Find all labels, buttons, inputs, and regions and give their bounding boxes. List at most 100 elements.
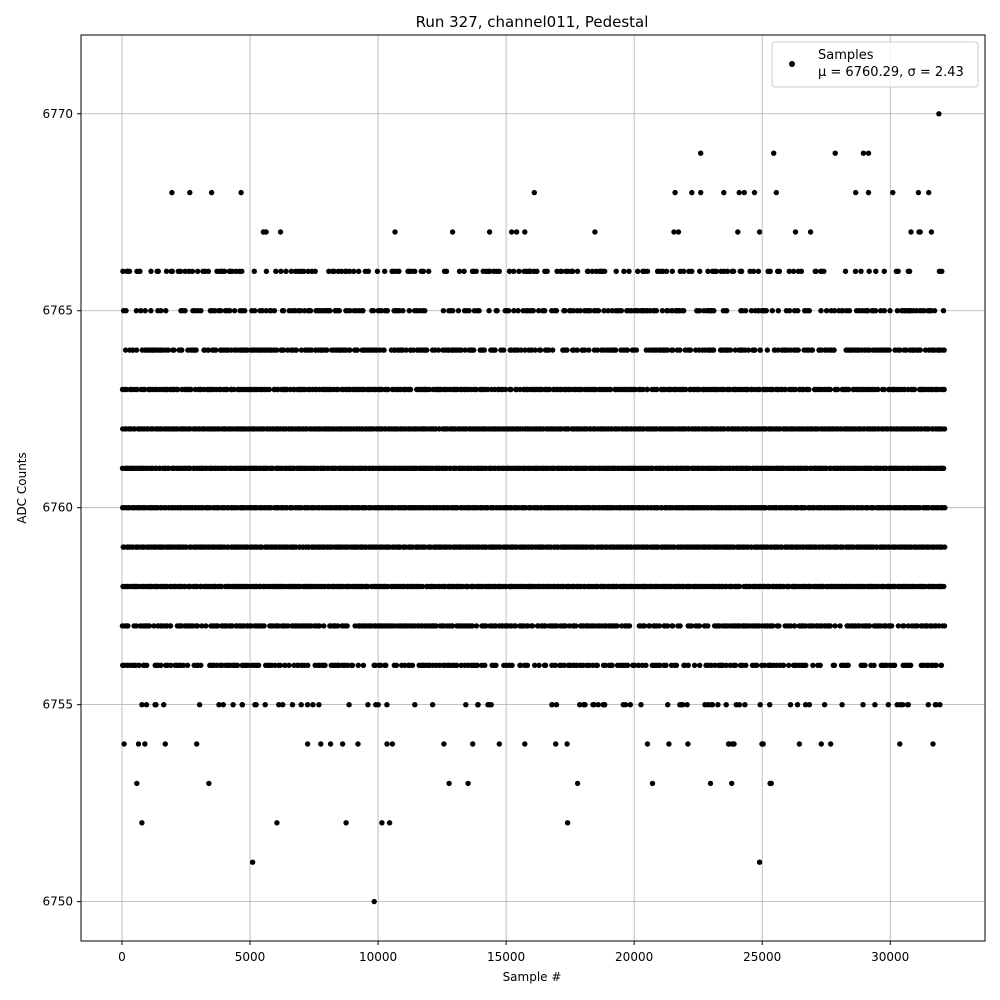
sample-point	[643, 662, 649, 668]
sample-point	[242, 308, 248, 314]
sample-point	[595, 308, 602, 314]
x-tick-label: 10000	[359, 950, 397, 964]
sample-point	[796, 741, 803, 747]
sample-point	[280, 702, 286, 708]
sample-point	[790, 268, 797, 274]
sample-point	[169, 268, 175, 274]
sample-point	[605, 308, 611, 314]
sample-point	[626, 623, 633, 629]
sample-point	[135, 741, 142, 747]
sample-point	[618, 308, 625, 314]
sample-point	[485, 702, 491, 708]
sample-point	[795, 308, 801, 314]
sample-point	[802, 702, 809, 708]
sample-point	[182, 268, 188, 274]
sample-point	[475, 702, 481, 708]
x-axis-ticks: 0 5000 10000 15000 20000 25000 30000	[118, 941, 909, 964]
sample-point	[449, 623, 456, 629]
sample-point	[473, 268, 479, 274]
sample-point	[827, 623, 833, 629]
outlier-point	[169, 189, 175, 196]
sample-point	[569, 268, 576, 274]
sample-point	[530, 308, 536, 314]
sample-point	[184, 662, 191, 668]
sample-point	[581, 702, 587, 708]
sample-point	[335, 386, 341, 393]
sample-point	[360, 662, 367, 668]
outlier-point	[832, 150, 838, 156]
sample-point	[638, 702, 644, 708]
sample-point	[767, 268, 773, 274]
sample-point	[344, 662, 351, 668]
sample-point	[748, 308, 755, 314]
sample-point	[750, 268, 757, 274]
sample-point	[831, 308, 838, 314]
sample-point	[574, 347, 580, 353]
sample-point	[263, 308, 269, 314]
sample-point	[158, 308, 164, 314]
sample-point	[550, 347, 556, 353]
sample-point	[463, 702, 469, 708]
sample-point	[832, 623, 838, 629]
sample-point	[715, 702, 721, 708]
sample-point	[633, 347, 640, 353]
y-tick-label: 6770	[42, 107, 73, 121]
outlier-point	[736, 189, 742, 196]
outlier-point	[379, 820, 385, 826]
sample-point	[627, 702, 633, 708]
sample-point	[227, 308, 233, 314]
sample-point	[218, 308, 224, 314]
sample-point	[126, 268, 133, 274]
sample-point	[373, 702, 379, 708]
sample-point	[708, 702, 714, 708]
sample-point	[736, 583, 743, 590]
sample-point	[895, 623, 902, 629]
sample-point	[866, 268, 872, 274]
sample-point	[745, 347, 752, 353]
sample-point	[931, 308, 938, 314]
sample-point	[278, 268, 284, 274]
sample-point	[347, 308, 353, 314]
x-tick-label: 15000	[487, 950, 525, 964]
sample-point	[509, 662, 515, 668]
sample-point	[122, 347, 129, 353]
sample-point	[866, 623, 873, 629]
sample-point	[496, 268, 502, 274]
sample-point	[574, 268, 581, 274]
series-samples	[119, 111, 948, 905]
sample-point	[429, 702, 436, 708]
sample-point	[494, 308, 500, 314]
sample-point	[354, 347, 361, 353]
sample-point	[229, 268, 235, 274]
sample-point	[406, 308, 412, 314]
sample-point	[928, 229, 935, 235]
sample-point	[435, 347, 442, 353]
sample-point	[644, 741, 651, 747]
sample-point	[937, 702, 943, 708]
sample-point	[776, 623, 782, 629]
legend-frame	[771, 41, 979, 88]
sample-point	[485, 386, 491, 393]
sample-point	[403, 347, 409, 353]
sample-point	[656, 623, 663, 629]
legend-stats: μ = 6760.29, σ = 2.43	[818, 65, 964, 80]
sample-point	[138, 308, 144, 314]
sample-point	[665, 702, 671, 708]
sample-point	[508, 386, 514, 393]
sample-point	[908, 229, 914, 235]
sample-point	[171, 347, 177, 353]
sample-point	[321, 623, 327, 629]
sample-point	[613, 268, 619, 274]
sample-point	[515, 308, 521, 314]
sample-point	[675, 229, 682, 235]
sample-point	[942, 544, 948, 550]
sample-point	[136, 662, 142, 668]
outlier-point	[698, 189, 704, 196]
sample-point	[327, 308, 333, 314]
sample-point	[509, 229, 515, 235]
sample-point	[742, 702, 748, 708]
sample-point	[199, 623, 205, 629]
sample-point	[474, 662, 480, 668]
sample-point	[602, 268, 608, 274]
outlier-point	[915, 189, 922, 196]
